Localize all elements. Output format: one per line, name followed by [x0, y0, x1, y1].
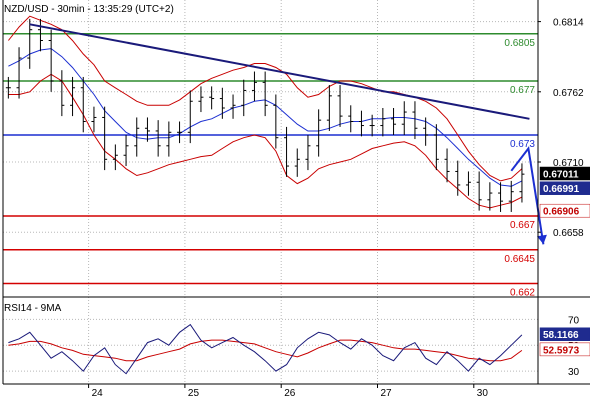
candles-layer	[5, 18, 525, 212]
price-bar	[219, 87, 225, 119]
price-bar	[230, 94, 236, 119]
rsi-tag-label: 52.5973	[543, 345, 580, 356]
price-bar	[412, 101, 418, 140]
price-bar	[369, 114, 375, 137]
price-bar	[155, 120, 161, 157]
price-tag-box	[539, 166, 590, 181]
price-bar	[251, 71, 257, 102]
price-level-label: 0.677	[510, 85, 535, 96]
price-bar	[337, 85, 343, 127]
price-tag: 0.66906	[539, 203, 590, 218]
price-bar	[59, 70, 65, 117]
rsi-tick-label: 70	[568, 315, 580, 326]
price-bar	[444, 148, 450, 183]
price-bar	[326, 85, 332, 131]
price-bar	[27, 18, 33, 69]
price-tag-label: 0.66991	[543, 184, 580, 195]
price-tag-box	[539, 181, 590, 195]
price-tick-label: 0.6658	[553, 228, 584, 239]
price-bar	[241, 79, 247, 117]
price-bar	[508, 180, 514, 212]
price-level-label: 0.6645	[504, 254, 535, 265]
price-bar	[187, 90, 193, 144]
rsi-layer	[8, 323, 523, 375]
price-level-label: 0.673	[510, 139, 535, 150]
price-bar	[123, 135, 129, 167]
rsi-tag-label: 58.1166	[543, 330, 579, 341]
price-bar	[391, 108, 397, 135]
resistance-trendline	[29, 23, 530, 120]
time-tick-label: 30	[477, 388, 489, 399]
price-tag-label: 0.67011	[543, 170, 579, 181]
price-bar	[433, 124, 439, 171]
time-tick-label: 27	[381, 388, 393, 399]
price-bar	[70, 76, 76, 117]
time-tick-label: 24	[92, 388, 104, 399]
time-tick-label: 25	[188, 388, 200, 399]
price-bar	[144, 117, 150, 142]
price-bar	[166, 121, 172, 157]
price-bar	[48, 29, 54, 92]
price-bar	[455, 160, 461, 196]
price-bar	[262, 71, 268, 117]
rsi-tag-box	[539, 327, 590, 341]
price-bar	[5, 76, 11, 99]
rsi-line	[8, 323, 523, 375]
price-tick-label: 0.6762	[553, 88, 584, 99]
rsi-title: RSI14 - 9MA	[4, 303, 62, 314]
price-bar	[102, 106, 108, 171]
price-bar	[348, 105, 354, 133]
price-bar	[91, 106, 97, 133]
rsi-tag-box	[539, 342, 590, 357]
price-bar	[284, 126, 290, 177]
price-tick-label: 0.6710	[553, 158, 584, 169]
price-bar	[380, 108, 386, 137]
time-tick-label: 26	[284, 388, 296, 399]
price-bar	[80, 76, 86, 133]
price-bar	[37, 18, 43, 52]
price-bar	[423, 117, 429, 146]
grid-layer	[3, 0, 538, 384]
price-bar	[294, 148, 300, 177]
price-tick-label: 0.6814	[553, 18, 584, 29]
bollinger-upper-line	[8, 15, 523, 182]
price-bar	[498, 182, 504, 212]
price-level-label: 0.6805	[504, 38, 535, 49]
price-bar	[112, 144, 118, 171]
price-bar	[358, 110, 364, 137]
rsi-tag: 52.5973	[539, 342, 590, 357]
price-level-label: 0.662	[510, 288, 535, 299]
price-bar	[305, 135, 311, 171]
price-bar	[209, 86, 215, 110]
price-bar	[16, 47, 22, 99]
price-bar	[316, 109, 322, 157]
price-tag: 0.67011	[539, 166, 590, 181]
price-bar	[401, 101, 407, 135]
price-tag-label: 0.66906	[543, 207, 580, 218]
price-bar	[134, 117, 140, 157]
chart-title: NZD/USD - 30min - 13:35:29 (UTC+2)	[4, 4, 174, 15]
price-bar	[273, 94, 279, 149]
rsi-tag: 58.1166	[539, 327, 590, 341]
rsi-tick-label: 30	[568, 367, 580, 378]
price-bar	[465, 171, 471, 196]
price-bar	[198, 86, 204, 113]
price-tag: 0.66991	[539, 181, 590, 195]
price-level-label: 0.667	[510, 220, 535, 231]
levels-layer: 0.6805 0.677 0.673 0.667 0.6645 0.662	[3, 33, 538, 299]
price-bar	[177, 121, 183, 144]
price-bar	[519, 163, 525, 203]
price-bar	[476, 171, 482, 211]
price-bar	[487, 182, 493, 211]
forecast-arrow-head	[537, 234, 547, 245]
price-tag-box	[539, 203, 590, 218]
